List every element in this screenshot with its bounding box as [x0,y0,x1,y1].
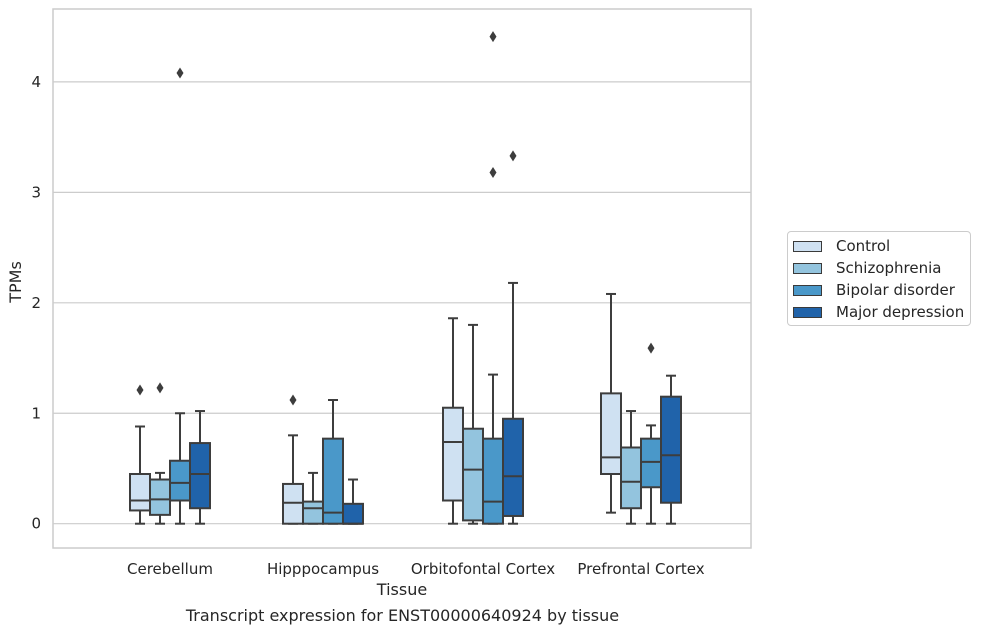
chart-caption: Transcript expression for ENST0000064092… [185,606,620,625]
legend-swatch-control [793,240,822,252]
box [129,472,151,512]
box [640,437,662,489]
x-tick-label: Hipppocampus [267,560,379,578]
outlier-point [176,67,184,79]
legend-item-major-depression: Major depression [793,302,964,322]
legend-swatch-major-depression [793,306,822,318]
outlier-point [509,150,517,162]
legend-item-bipolar-disorder: Bipolar disorder [793,280,955,300]
outlier-point [489,166,497,178]
box [189,442,211,510]
box [600,392,622,475]
y-tick-label: 4 [31,73,41,91]
y-tick-label: 0 [31,515,41,533]
box [660,395,682,504]
legend-label-schizophrenia: Schizophrenia [836,259,942,277]
legend-label-major-depression: Major depression [836,303,965,321]
outlier-point [156,382,164,394]
y-tick-label: 3 [31,183,41,201]
outlier-point [136,384,144,396]
legend-item-control: Control [793,236,890,256]
box [282,482,304,525]
x-tick-label: Prefrontal Cortex [577,560,704,578]
x-axis-label: Tissue [376,580,427,599]
box [502,417,524,517]
box [482,437,504,525]
x-tick-label: Cerebellum [127,560,213,578]
legend: Control Schizophrenia Bipolar disorder M… [787,231,971,326]
outlier-point [489,31,497,43]
box [342,502,364,525]
box [322,437,344,525]
legend-swatch-schizophrenia [793,262,822,274]
box [302,500,324,525]
box [462,427,484,522]
plot-area: 0 1 2 3 4 Cerebellum Hipppocampus Orbitofontal … [31,8,752,578]
x-tick-label: Orbitofontal Cortex [411,560,555,578]
plot-frame [52,8,752,549]
box [149,478,171,516]
box [169,459,191,502]
outlier-point [647,342,655,354]
legend-label-control: Control [836,237,891,255]
box [620,446,642,510]
outlier-point [289,394,297,406]
box [442,406,464,502]
legend-item-schizophrenia: Schizophrenia [793,258,941,278]
y-tick-label: 1 [31,404,41,422]
legend-swatch-bipolar-disorder [793,284,822,296]
y-tick-label: 2 [31,294,41,312]
legend-label-bipolar-disorder: Bipolar disorder [836,281,955,299]
y-axis-label: TPMs [6,261,25,304]
